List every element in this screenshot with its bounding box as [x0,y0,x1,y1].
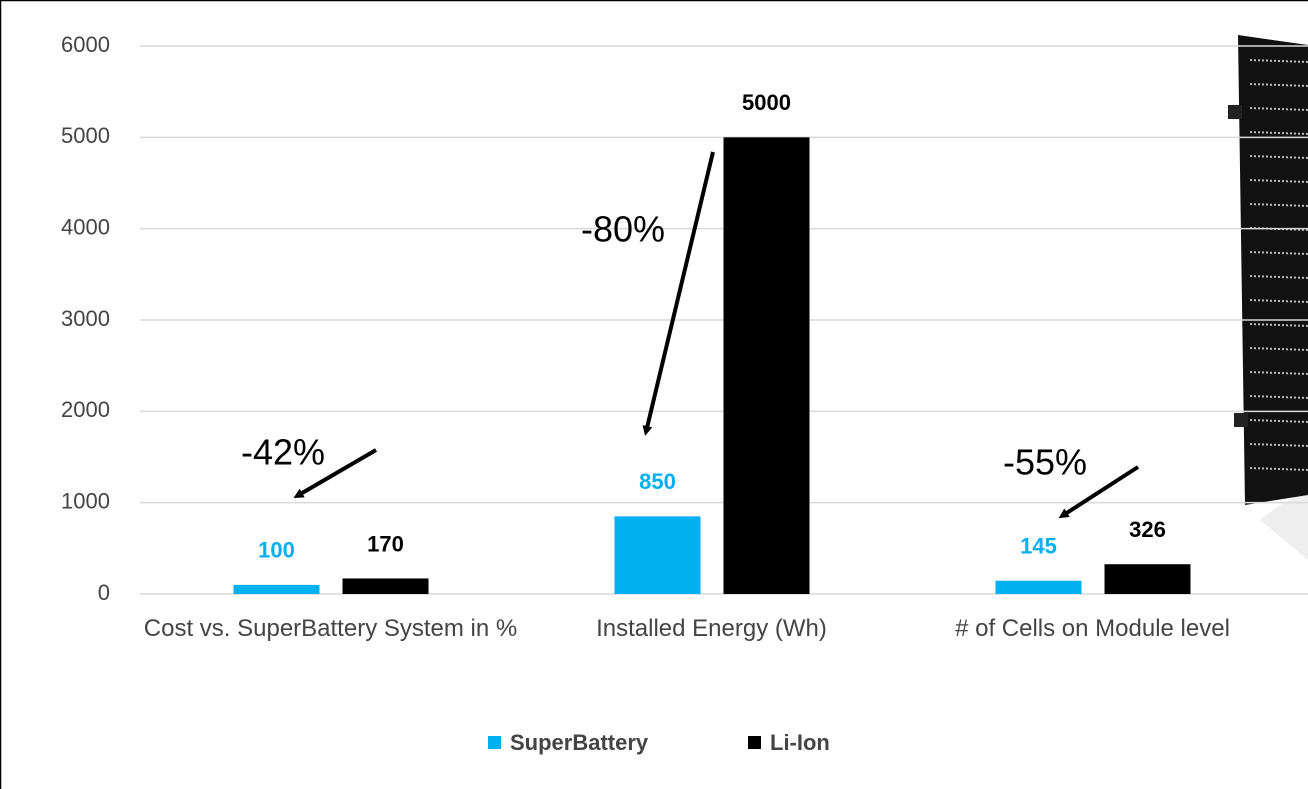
data-label: 170 [367,531,404,556]
cell-row [1249,251,1308,255]
cell-row [1249,107,1308,111]
y-tick-label: 3000 [61,306,110,331]
y-tick-label: 5000 [61,123,110,148]
cell-row [1249,131,1308,135]
annotation-arrow [293,448,378,499]
battery-module-image [1228,35,1308,560]
x-tick-label: Installed Energy (Wh) [596,615,827,642]
bar [614,516,701,594]
y-tick-label: 2000 [61,397,110,422]
cell-row [1249,179,1308,183]
data-label: 850 [639,469,676,494]
y-tick-label: 0 [98,580,110,605]
annotation: -80% [581,209,665,250]
data-label: 145 [1020,534,1057,559]
cell-row [1249,443,1308,447]
cell-row [1249,203,1308,207]
bar [342,578,429,594]
annotation-arrow [1058,465,1140,519]
bar [233,584,320,594]
x-tick-label: Cost vs. SuperBattery System in % [143,615,518,642]
bar [1104,564,1191,594]
data-label: 100 [258,538,295,563]
x-tick-label: # of Cells on Module level [955,615,1230,642]
legend-label: Li-Ion [770,730,830,755]
y-tick-label: 6000 [61,32,110,57]
cell-row [1249,395,1308,399]
legend-swatch [488,736,501,749]
cell-row [1249,371,1308,375]
legend-swatch [748,736,761,749]
bar [723,137,810,595]
y-tick-label: 1000 [61,488,110,513]
cell-row [1249,299,1308,303]
cell-row [1249,59,1308,63]
data-label: 5000 [742,90,791,115]
cell-row [1249,155,1308,159]
legend-label: SuperBattery [510,730,649,755]
annotation: -42% [241,432,325,473]
bar [995,580,1082,594]
y-tick-label: 4000 [61,214,110,239]
cell-row [1249,323,1308,327]
data-label: 326 [1129,517,1166,542]
cell-row [1249,347,1308,351]
cell-row [1249,419,1308,423]
cell-row [1249,83,1308,87]
annotation-arrow [642,151,715,436]
annotation: -55% [1003,442,1087,483]
cell-row [1249,275,1308,279]
cell-row [1249,467,1308,471]
